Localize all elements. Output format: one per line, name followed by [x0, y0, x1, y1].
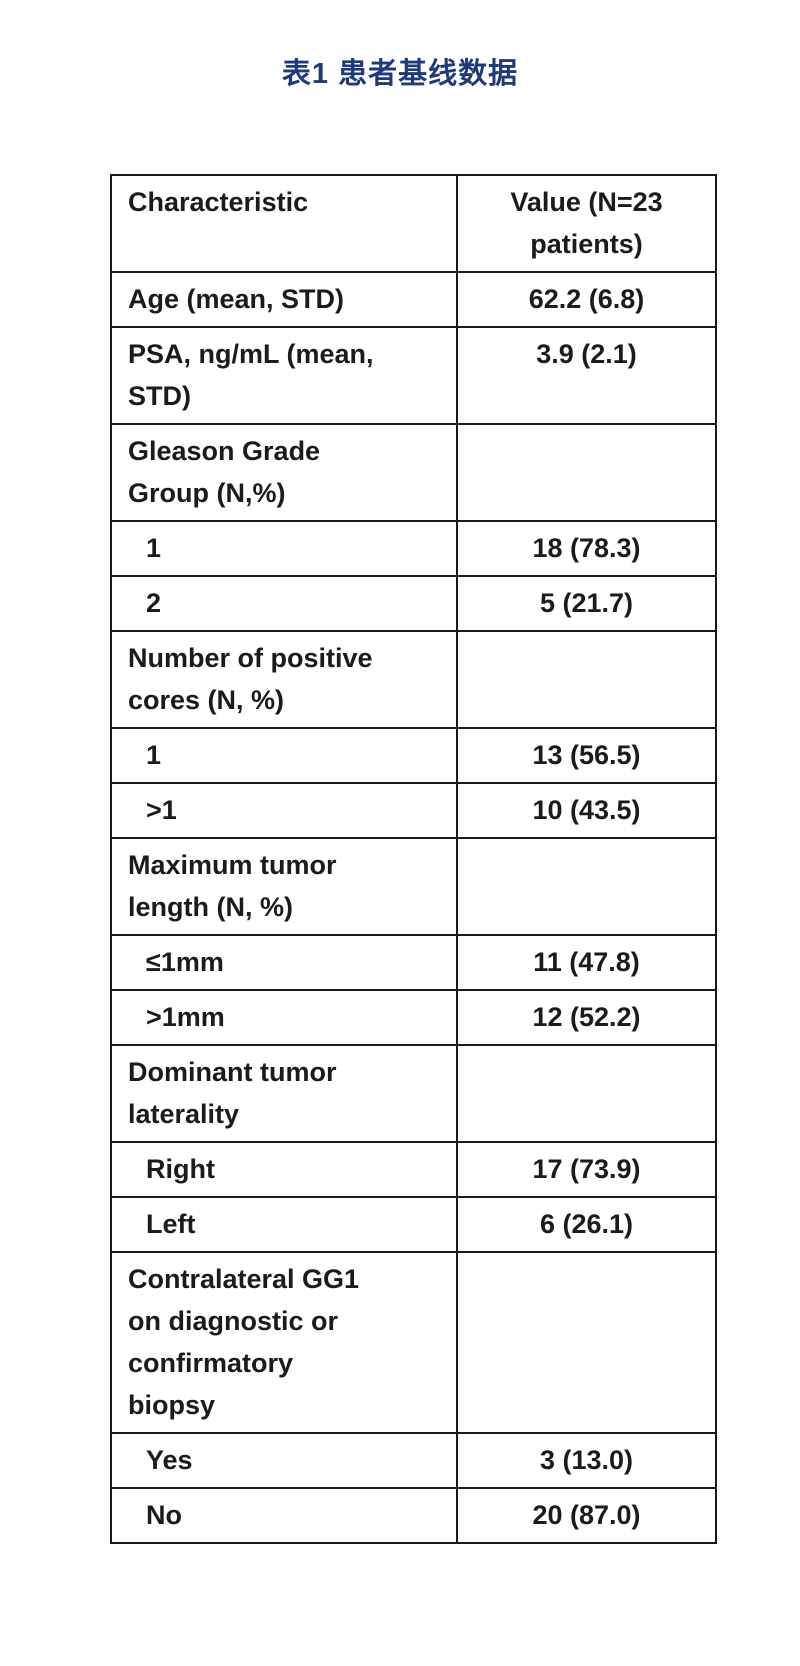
table-row: >1mm 12 (52.2) [110, 989, 717, 1046]
baseline-characteristics-table: Characteristic Value (N=23 patients) Age… [110, 174, 717, 1544]
table-row: ≤1mm 11 (47.8) [110, 934, 717, 991]
row-label-cell: Number of positive cores (N, %) [110, 630, 458, 729]
table-row: 1 18 (78.3) [110, 520, 717, 577]
row-value-cell: 3.9 (2.1) [456, 326, 717, 425]
row-label-cell: >1mm [110, 989, 458, 1046]
row-value-cell: 10 (43.5) [456, 782, 717, 839]
table-row: 1 13 (56.5) [110, 727, 717, 784]
row-value-cell: 13 (56.5) [456, 727, 717, 784]
row-label-cell: Dominant tumor laterality [110, 1044, 458, 1143]
row-value-cell [456, 630, 717, 729]
row-value-cell: 11 (47.8) [456, 934, 717, 991]
row-value-cell: 3 (13.0) [456, 1432, 717, 1489]
row-value-cell: 12 (52.2) [456, 989, 717, 1046]
table-row: Number of positive cores (N, %) [110, 630, 717, 729]
table-row: Age (mean, STD) 62.2 (6.8) [110, 271, 717, 328]
row-label-cell: Yes [110, 1432, 458, 1489]
row-label-cell: Maximum tumor length (N, %) [110, 837, 458, 936]
row-label-cell: >1 [110, 782, 458, 839]
row-label-cell: ≤1mm [110, 934, 458, 991]
row-label-cell: No [110, 1487, 458, 1544]
row-value-cell: 62.2 (6.8) [456, 271, 717, 328]
table-row: Dominant tumor laterality [110, 1044, 717, 1143]
table-row: Gleason Grade Group (N,%) [110, 423, 717, 522]
table-row: Contralateral GG1 on diagnostic or confi… [110, 1251, 717, 1434]
row-value-cell: 6 (26.1) [456, 1196, 717, 1253]
row-label-cell: 1 [110, 520, 458, 577]
row-value-cell: 17 (73.9) [456, 1141, 717, 1198]
row-value-cell: 18 (78.3) [456, 520, 717, 577]
row-label-cell: Age (mean, STD) [110, 271, 458, 328]
row-value-cell: 20 (87.0) [456, 1487, 717, 1544]
table-row: Yes 3 (13.0) [110, 1432, 717, 1489]
header-value: Value (N=23 patients) [456, 174, 717, 273]
row-label-cell: 2 [110, 575, 458, 632]
header-characteristic: Characteristic [110, 174, 458, 273]
table-row: No 20 (87.0) [110, 1487, 717, 1544]
row-value-cell [456, 837, 717, 936]
table-row: >1 10 (43.5) [110, 782, 717, 839]
table-caption: 表1 患者基线数据 [281, 58, 519, 90]
row-label-cell: Right [110, 1141, 458, 1198]
row-label-cell: Gleason Grade Group (N,%) [110, 423, 458, 522]
row-label-cell: Contralateral GG1 on diagnostic or confi… [110, 1251, 458, 1434]
row-value-cell [456, 1251, 717, 1434]
row-value-cell [456, 423, 717, 522]
row-value-cell [456, 1044, 717, 1143]
table-row: Maximum tumor length (N, %) [110, 837, 717, 936]
table-row: PSA, ng/mL (mean, STD) 3.9 (2.1) [110, 326, 717, 425]
row-label-cell: 1 [110, 727, 458, 784]
table-row: Right 17 (73.9) [110, 1141, 717, 1198]
row-value-cell: 5 (21.7) [456, 575, 717, 632]
row-label-cell: Left [110, 1196, 458, 1253]
table-header-row: Characteristic Value (N=23 patients) [110, 174, 717, 273]
table-row: 2 5 (21.7) [110, 575, 717, 632]
row-label-cell: PSA, ng/mL (mean, STD) [110, 326, 458, 425]
table-row: Left 6 (26.1) [110, 1196, 717, 1253]
